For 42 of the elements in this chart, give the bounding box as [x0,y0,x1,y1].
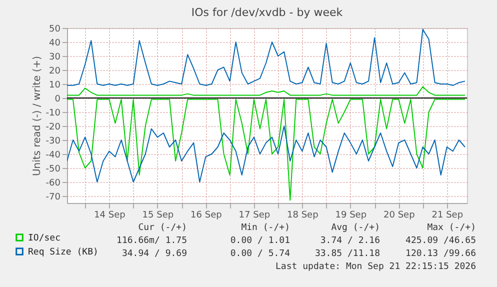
text: 120.13 /99.66 [406,249,476,259]
text: 0.00 / 5.74 [230,249,290,259]
text: 3.74 / 2.16 [320,236,380,246]
x-tick-label: 21 Sep [432,210,464,220]
text: Cur (-/+) [138,223,187,233]
text: Min (-/+) [241,223,290,233]
line-series [67,98,466,201]
x-tick-label: 19 Sep [335,210,367,220]
x-tick-label: 17 Sep [238,210,270,220]
y-tick-label: 50 [49,24,61,34]
text: 0.00 / 1.01 [230,236,290,246]
y-tick-label: -10 [46,108,61,118]
y-axis-title: Units read (-) / write (+) [32,56,43,176]
legend-label: Req Size (KB) [28,248,98,258]
y-tick-label: -30 [46,136,61,146]
text: Max (-/+) [427,223,476,233]
text: 34.94 / 9.69 [122,249,187,259]
x-tick-label: 15 Sep [142,210,174,220]
text: 425.09 /46.65 [406,236,476,246]
y-tick-label: 20 [49,66,61,76]
y-tick-label: 0 [54,94,61,104]
y-tick-label: -40 [46,150,61,160]
x-tick-label: 16 Sep [190,210,222,220]
x-tick-label: 18 Sep [287,210,319,220]
line-series [67,86,466,96]
y-tick-label: 30 [49,52,61,62]
line-series [67,126,466,182]
y-tick-label: -70 [46,192,61,202]
y-tick-label: -50 [46,164,61,174]
line-series [67,28,466,86]
x-tick-label: 14 Sep [94,210,126,220]
text: 33.85 /11.18 [314,249,380,259]
y-tick-label: -20 [46,122,61,132]
text: 116.66m/ 1.75 [116,236,187,246]
y-tick-label: 40 [49,38,61,48]
y-tick-label: 10 [49,80,61,90]
chart-title: IOs for /dev/xvdb - by week [191,6,344,19]
text: Last update: Mon Sep 21 22:15:15 2026 [276,262,476,272]
legend-label: IO/sec [28,234,61,244]
y-tick-label: -60 [46,178,61,188]
text: Avg (-/+) [331,223,380,233]
x-tick-label: 20 Sep [384,210,416,220]
